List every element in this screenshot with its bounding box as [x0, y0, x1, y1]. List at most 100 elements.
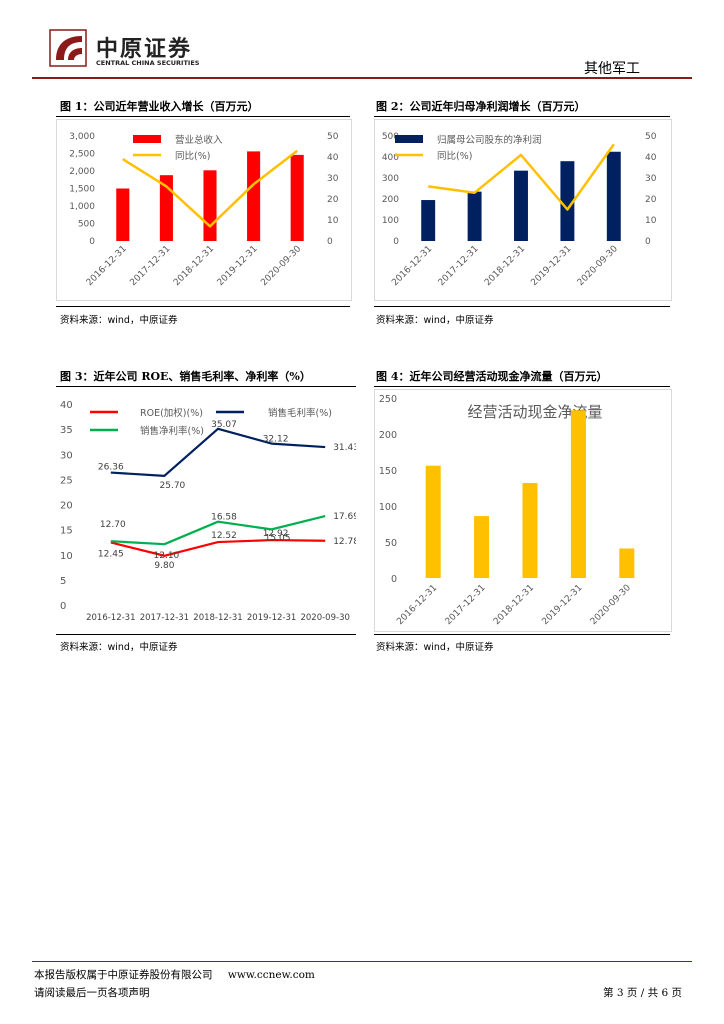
figure-1-chart: 0 500 1,000 1,500 2,000 2,500 3,000 0 10 20 30 40 50… — [69, 132, 339, 288]
y-tick-label: 100 — [379, 502, 397, 513]
data-label: 12.45 — [98, 549, 124, 559]
legend-label: 销售净利率(%) — [140, 425, 204, 437]
chart-title: 经营活动现金净流量 — [467, 403, 602, 421]
legend-bar-swatch — [395, 135, 423, 143]
x-tick-label: 2016-12-31 — [390, 244, 434, 288]
y-tick-label: 40 — [60, 400, 73, 411]
footer-website-link[interactable]: www.ccnew.com — [227, 969, 315, 981]
figure-4-title: 图 4：近年公司经营活动现金净流量（百万元） — [376, 370, 608, 383]
figure-4-title-rule — [374, 386, 670, 387]
y-tick-label: 0 — [60, 601, 66, 612]
bar-2018-12-31 — [514, 170, 528, 241]
y-tick-label: 35 — [60, 425, 73, 436]
data-label: 15.05 — [265, 533, 291, 543]
y-tick-label: 25 — [60, 475, 73, 486]
y-tick-label: 500 — [78, 220, 95, 230]
legend-bar-label: 营业总收入 — [175, 134, 223, 146]
data-label: 12.70 — [100, 520, 126, 530]
figure-3-title-rule — [56, 386, 356, 387]
data-label: 25.70 — [160, 481, 186, 491]
line-series-yoy — [428, 143, 615, 211]
bar-2019-12-31 — [247, 151, 261, 241]
y-tick-label: 15 — [60, 526, 73, 537]
legend-bar-swatch — [133, 135, 161, 143]
y-tick-label: 30 — [60, 450, 73, 461]
y2-tick-label: 30 — [327, 174, 339, 184]
x-tick-label: 2017-12-31 — [128, 244, 172, 288]
x-tick-label: 2016-12-31 — [86, 613, 135, 623]
y-tick-label: 500 — [382, 132, 399, 142]
legend-line-label: 同比(%) — [175, 150, 210, 162]
bar-2016-12-31 — [425, 465, 441, 578]
bar-2016-12-31 — [116, 188, 130, 241]
x-tick-label: 2020-09-30 — [576, 244, 620, 288]
y-tick-label: 0 — [393, 237, 399, 247]
figure-3-chart: 0 5 10 15 20 25 30 35 40 2016-12-31 2017-12-31 2018… — [60, 400, 359, 623]
data-label: 17.69 — [333, 512, 356, 522]
data-label: 9.80 — [154, 561, 174, 571]
logo-chinese-name: 中原证券 — [96, 36, 193, 62]
x-tick-label: 2019-12-31 — [540, 583, 584, 627]
bar-2018-12-31 — [203, 170, 217, 241]
bar-2020-09-30 — [606, 151, 621, 241]
y2-tick-label: 0 — [645, 237, 651, 247]
line-series-0 — [110, 538, 326, 557]
header-rule — [32, 77, 692, 79]
y-tick-label: 300 — [382, 174, 399, 184]
data-label: 12.10 — [154, 551, 180, 561]
y-tick-label: 2,500 — [69, 150, 95, 160]
x-tick-label: 2020-09-30 — [589, 583, 633, 627]
x-tick-label: 2017-12-31 — [437, 244, 481, 288]
y-tick-label: 10 — [60, 551, 73, 562]
footer-page-number: 第 3 页 / 共 6 页 — [603, 987, 682, 999]
figure-3-frame: 0 5 10 15 20 25 30 35 40 2016-12-31 2017-12-31 2018… — [56, 388, 359, 630]
y2-tick-label: 50 — [645, 132, 657, 142]
figure-1-title: 图 1：公司近年营业收入增长（百万元） — [60, 100, 259, 113]
figure-1-frame: 0 500 1,000 1,500 2,000 2,500 3,000 0 10 20 30 40 50… — [56, 119, 352, 301]
y2-tick-label: 10 — [645, 216, 657, 226]
data-label: 31.43 — [333, 443, 356, 453]
x-tick-label: 2020-09-30 — [259, 244, 303, 288]
figure-3-source-rule — [56, 634, 356, 635]
bar-2018-12-31 — [522, 482, 538, 578]
y2-tick-label: 0 — [327, 237, 333, 247]
x-tick-label: 2018-12-31 — [172, 244, 216, 288]
line-series-2 — [110, 515, 326, 546]
x-tick-label: 2019-12-31 — [247, 613, 296, 623]
bar-2016-12-31 — [421, 200, 436, 241]
x-tick-label: 2016-12-31 — [395, 583, 439, 627]
x-tick-label: 2018-12-31 — [193, 613, 242, 623]
x-tick-label: 2017-12-31 — [140, 613, 189, 623]
line-series-yoy — [122, 149, 298, 228]
figure-1-title-rule — [56, 116, 350, 117]
figure-3-title: 图 3：近年公司 ROE、销售毛利率、净利率（%） — [60, 370, 311, 383]
figure-2-title-rule — [374, 116, 670, 117]
logo-english-name: CENTRAL CHINA SECURITIES — [96, 59, 200, 67]
data-label: 35.07 — [211, 420, 237, 430]
figure-2-frame: 0 100 200 300 400 500 0 10 20 30 40 50 2016-12-31 201… — [374, 119, 672, 301]
y-tick-label: 20 — [60, 501, 73, 512]
figure-1-source: 资料来源：wind，中原证券 — [60, 315, 178, 326]
y-tick-label: 200 — [382, 195, 399, 205]
figure-2-title: 图 2：公司近年归母净利润增长（百万元） — [376, 100, 586, 113]
x-tick-label: 2020-09-30 — [300, 613, 349, 623]
y2-tick-label: 20 — [645, 195, 657, 205]
legend-line-label: 同比(%) — [437, 150, 472, 162]
y-tick-label: 50 — [385, 538, 397, 549]
figure-3-source: 资料来源：wind，中原证券 — [60, 642, 178, 653]
bar-2017-12-31 — [474, 516, 490, 578]
y2-tick-label: 40 — [327, 153, 339, 163]
company-logo: 中原证券 CENTRAL CHINA SECURITIES — [48, 28, 223, 72]
bar-2017-12-31 — [467, 191, 482, 241]
x-tick-label: 2018-12-31 — [483, 244, 527, 288]
y-tick-label: 0 — [89, 237, 95, 247]
figure-4-frame: 经营活动现金净流量 0 50 100 150 200 250 2016-12-31 2017-1… — [374, 389, 672, 632]
footer-rule — [32, 961, 692, 962]
x-tick-label: 2019-12-31 — [216, 244, 260, 288]
y-tick-label: 3,000 — [69, 132, 95, 142]
y2-tick-label: 40 — [645, 153, 657, 163]
x-tick-label: 2019-12-31 — [529, 244, 573, 288]
logo-mark-icon — [49, 29, 87, 67]
y-tick-label: 150 — [379, 466, 397, 477]
